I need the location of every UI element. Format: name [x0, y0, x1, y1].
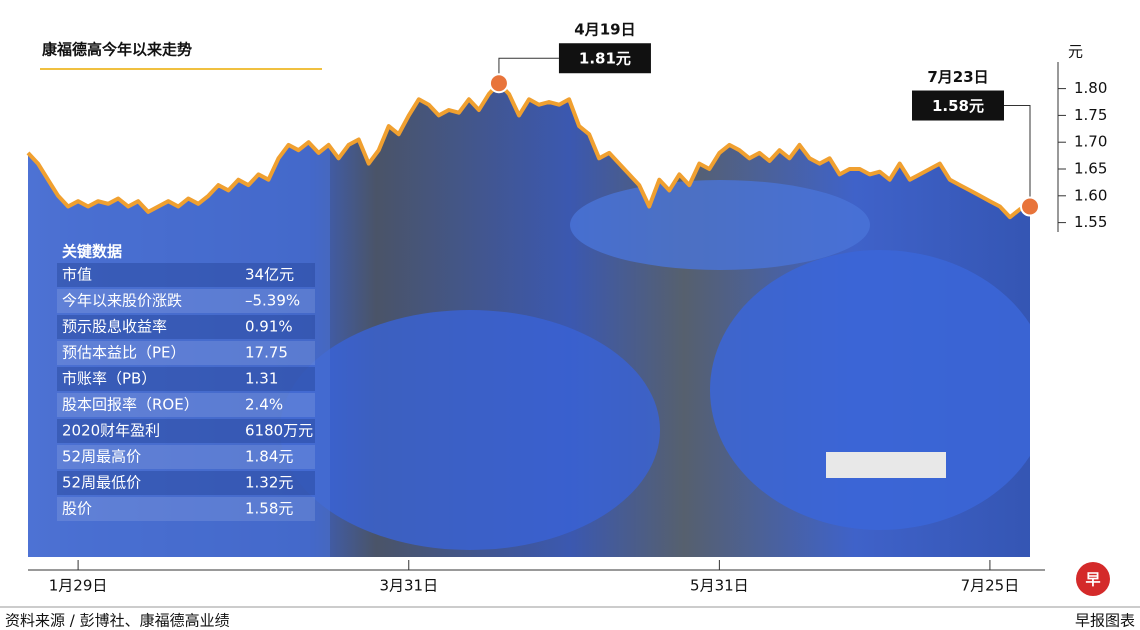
x-tick-label: 5月31日: [690, 577, 749, 595]
table-row: [57, 289, 315, 313]
table-row: [57, 471, 315, 495]
chart-title: 康福德高今年以来走势: [42, 41, 192, 59]
annotation-date: 4月19日: [574, 21, 635, 39]
table-row: [57, 419, 315, 443]
table-label: 预估本益比（PE）: [62, 344, 186, 362]
y-tick-label: 1.70: [1074, 133, 1107, 151]
y-tick-label: 1.80: [1074, 79, 1107, 97]
table-value: 1.31: [245, 370, 278, 388]
annotation-value: 1.81元: [579, 50, 631, 68]
table-label: 股价: [62, 500, 92, 518]
annotation-box: [912, 90, 1004, 121]
table-value: 6180万元: [245, 422, 313, 440]
y-unit: 元: [1068, 43, 1083, 61]
table-label: 52周最低价: [62, 474, 141, 492]
x-tick-label: 7月25日: [961, 577, 1020, 595]
table-row: [57, 367, 315, 391]
table-value: 1.84元: [245, 448, 293, 466]
table-row: [57, 393, 315, 417]
table-label: 2020财年盈利: [62, 422, 160, 440]
table-value: 2.4%: [245, 396, 283, 414]
x-tick-label: 1月29日: [49, 577, 108, 595]
price-line: [26, 81, 1031, 220]
table-label: 市值: [62, 266, 92, 284]
table-value: 0.91%: [245, 318, 293, 336]
annotation-date: 7月23日: [927, 68, 988, 86]
table-label: 今年以来股价涨跌: [62, 292, 182, 310]
logo-badge: [1076, 562, 1110, 596]
table-row: [57, 341, 315, 365]
table-row: [57, 497, 315, 521]
y-tick-label: 1.60: [1074, 186, 1107, 204]
y-tick-label: 1.55: [1074, 213, 1107, 231]
table-row: [57, 315, 315, 339]
table-row: [57, 445, 315, 469]
highlight-point: [488, 73, 509, 94]
table-value: 1.58元: [245, 500, 293, 518]
annotation-box: [558, 43, 651, 74]
table-value: 34亿元: [245, 266, 294, 284]
table-label: 市账率（PB）: [62, 370, 156, 388]
table-label: 预示股息收益率: [62, 318, 167, 336]
x-tick-label: 3月31日: [379, 577, 438, 595]
table-label: 52周最高价: [62, 448, 141, 466]
logo: 早: [1085, 571, 1100, 589]
table-value: 1.32元: [245, 474, 293, 492]
table-title: 关键数据: [62, 243, 122, 261]
annotation-value: 1.58元: [932, 97, 984, 115]
annotation-connector: [1004, 105, 1031, 207]
source: 资料来源 / 彭博社、康福德高业绩: [5, 612, 230, 630]
y-tick-label: 1.75: [1074, 106, 1107, 124]
table-label: 股本回报率（ROE）: [62, 396, 199, 414]
table-row: [57, 263, 315, 287]
credit: 早报图表: [1075, 612, 1135, 630]
table-value: –5.39%: [245, 292, 300, 310]
table-value: 17.75: [245, 344, 288, 362]
highlight-point: [1020, 196, 1040, 217]
y-tick-label: 1.65: [1074, 160, 1107, 178]
